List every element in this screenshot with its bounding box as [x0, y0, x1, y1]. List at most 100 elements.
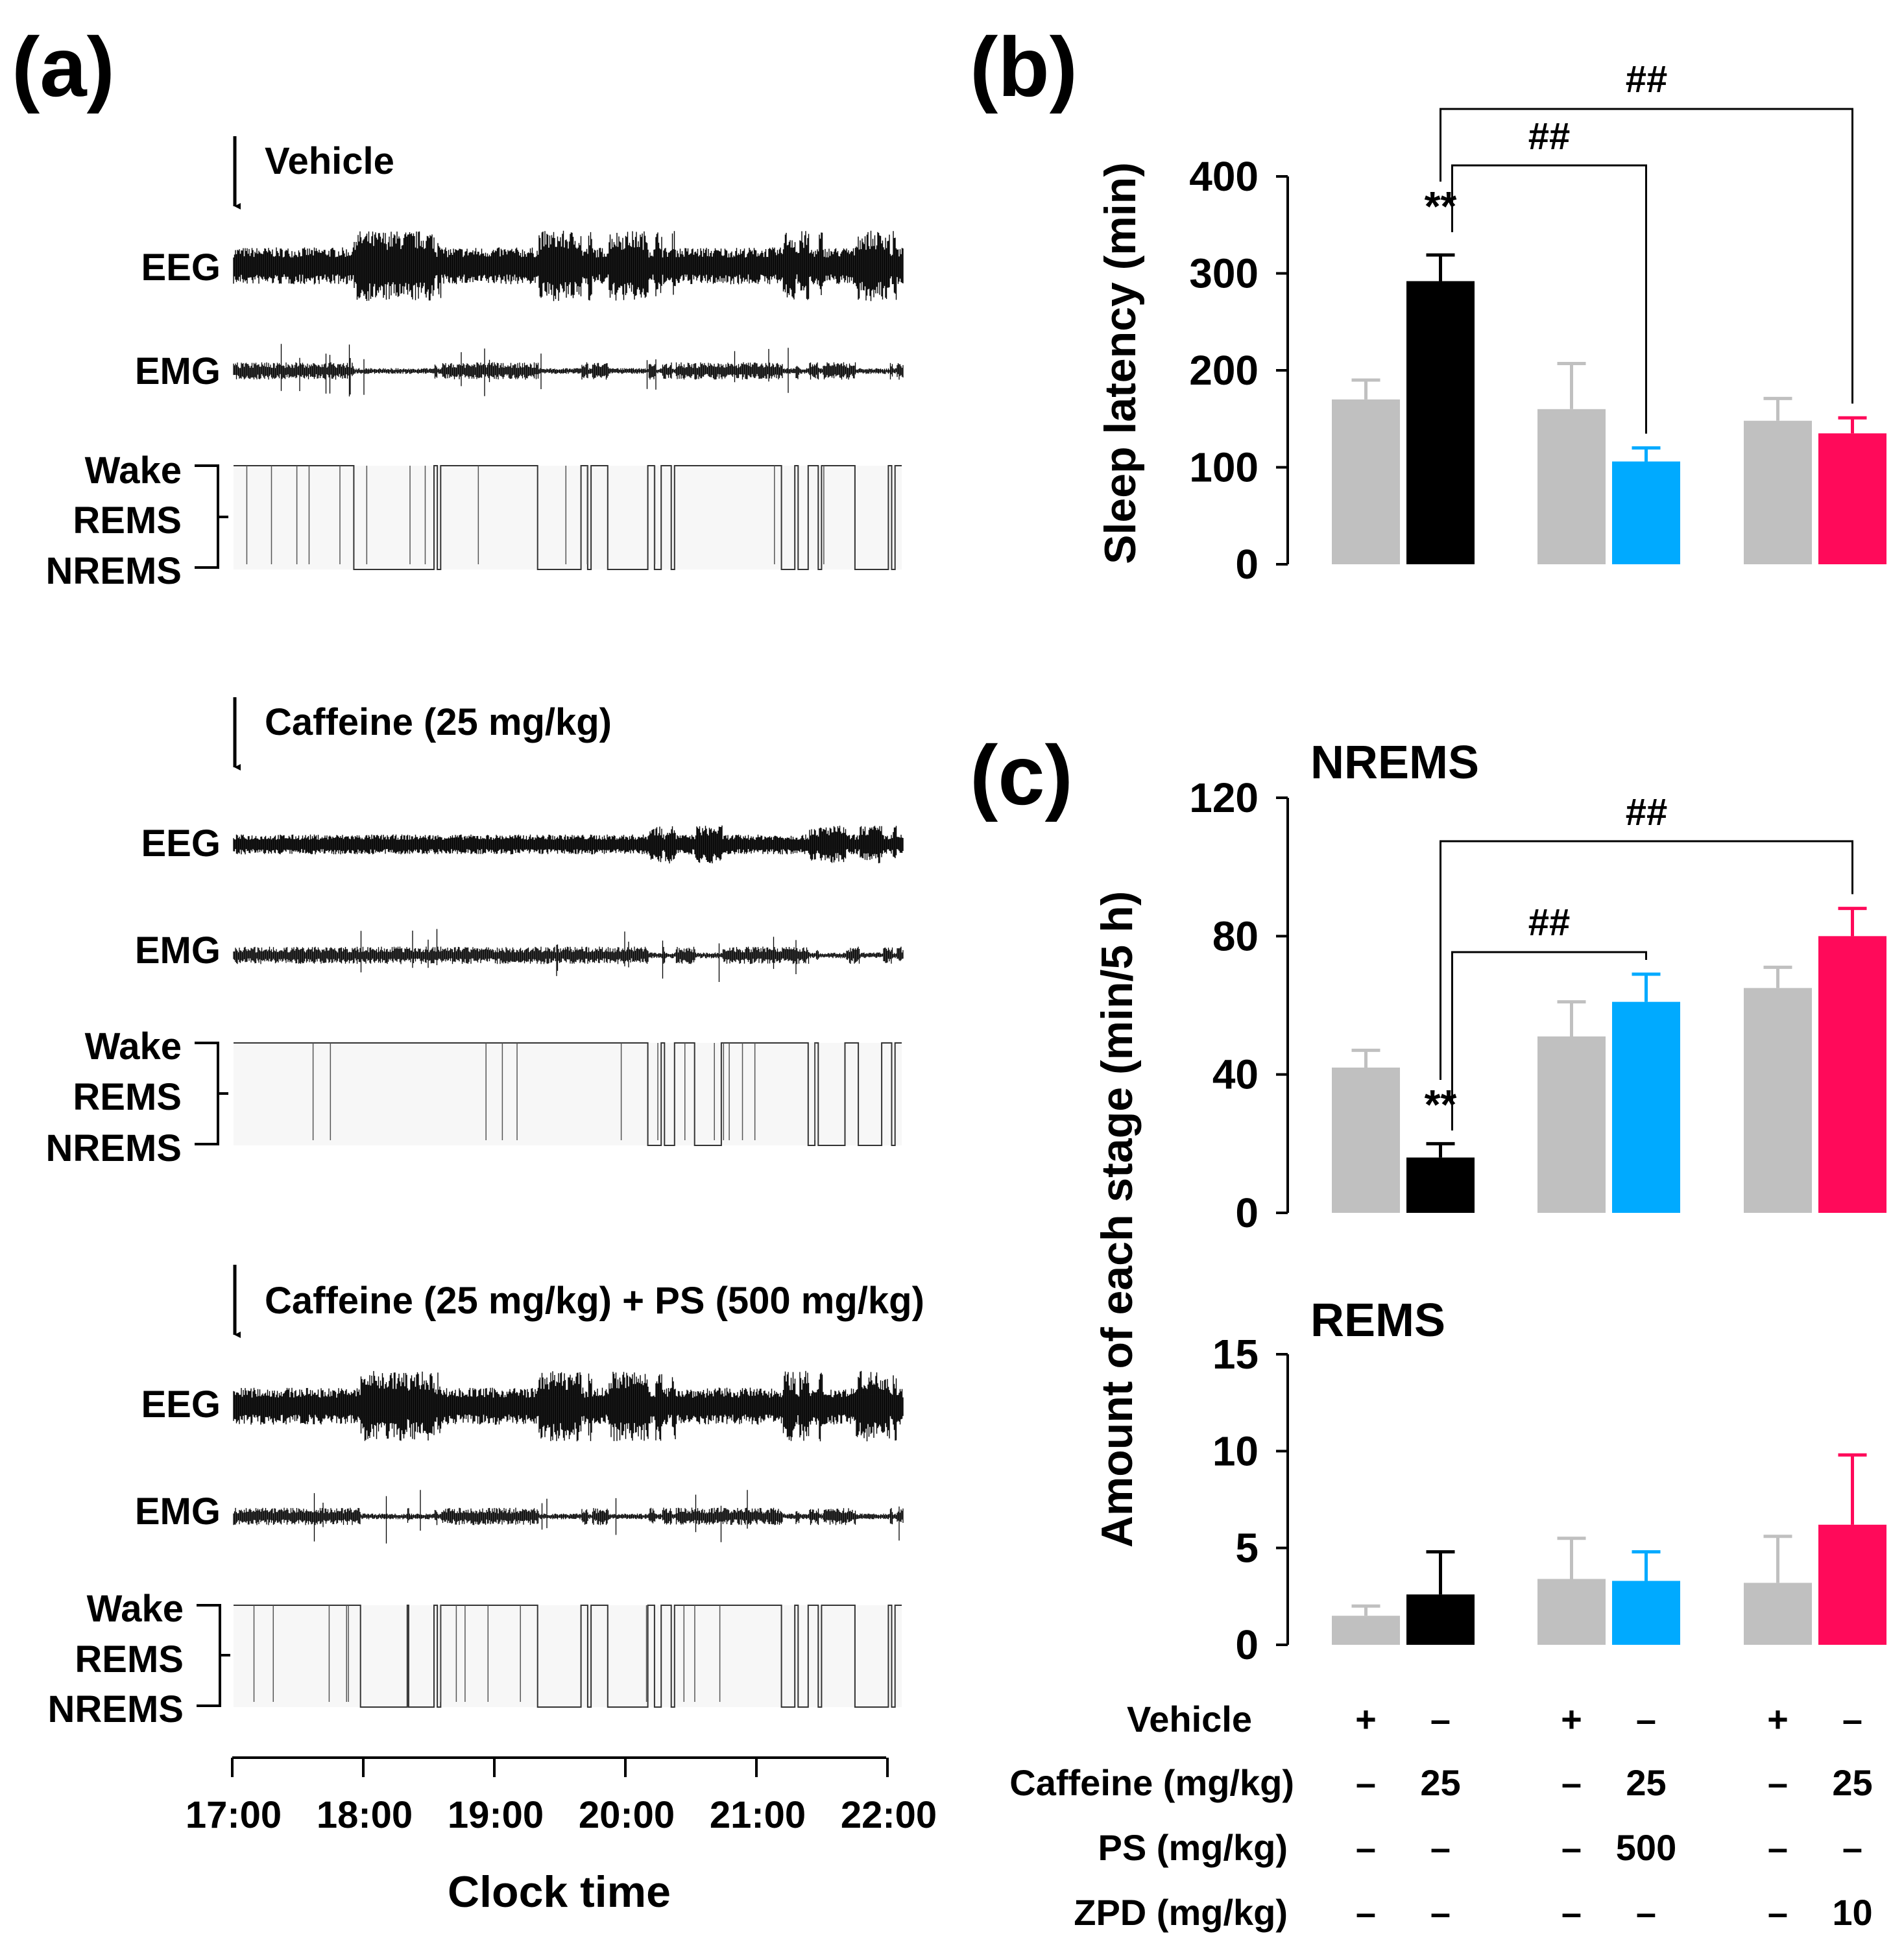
bar: [1818, 1524, 1886, 1645]
eeg-label: EEG: [141, 1383, 221, 1426]
treatment-row-label: Vehicle: [1127, 1699, 1252, 1740]
y-tick-label: 120: [1189, 774, 1259, 821]
treatment-cell: –: [1842, 1827, 1862, 1868]
treatment-cell: +: [1561, 1699, 1582, 1740]
y-tick-label: 0: [1235, 541, 1259, 588]
time-tick-label: 18:00: [317, 1794, 413, 1836]
bar: [1332, 1068, 1400, 1213]
hypnogram-background: [234, 466, 902, 569]
treatment-cell: –: [1430, 1827, 1451, 1868]
emg-label: EMG: [135, 1490, 221, 1533]
emg-trace: [233, 929, 904, 982]
emg-label: EMG: [135, 929, 221, 972]
y-tick-label: 100: [1189, 444, 1259, 491]
emg-signal: [233, 344, 904, 397]
comparison-bracket: [1451, 951, 1647, 1130]
bar: [1744, 420, 1812, 564]
time-tick-label: 21:00: [710, 1794, 806, 1836]
comparison-bracket: [1440, 108, 1853, 404]
treatment-row-label: ZPD (mg/kg): [1074, 1892, 1288, 1933]
time-tick-label: 19:00: [448, 1794, 544, 1836]
y-tick-label: 5: [1235, 1525, 1259, 1572]
stage-label-wake: Wake: [85, 1025, 182, 1068]
treatment-cell: 25: [1832, 1762, 1872, 1803]
bar: [1744, 988, 1812, 1213]
eeg-trace: [233, 230, 904, 302]
bar: [1406, 1157, 1475, 1213]
time-tick-label: 17:00: [186, 1794, 282, 1836]
emg-signal: [233, 1490, 904, 1544]
hypnogram-line: [234, 1042, 902, 1146]
y-axis-label: Sleep latency (min): [1096, 162, 1145, 564]
treatment-cell: –: [1768, 1762, 1788, 1803]
significance-hashes: ##: [1626, 58, 1668, 101]
panel-b-label: (b): [970, 19, 1078, 114]
treatment-cell: 10: [1832, 1892, 1872, 1933]
stage-label-nrems: NREMS: [46, 550, 182, 592]
hypnogram: [234, 1605, 902, 1708]
bar: [1612, 1001, 1680, 1213]
time-tick-label: 22:00: [841, 1794, 937, 1836]
treatment-cell: –: [1356, 1892, 1376, 1933]
emg-trace: [233, 344, 904, 397]
chart-title: REMS: [1310, 1295, 1445, 1346]
chart-title: NREMS: [1310, 737, 1479, 789]
stage-bracket: [195, 464, 228, 569]
panel-a: (a) Vehicle EEG EMG Wake REMS NREMS Caff…: [12, 19, 937, 1917]
stage-label-rems: REMS: [73, 499, 182, 542]
stage-label-wake: Wake: [85, 449, 182, 492]
panel-c-label: (c): [970, 728, 1073, 822]
bar: [1406, 281, 1475, 564]
emg-trace: [233, 1490, 904, 1544]
condition-title: Caffeine (25 mg/kg) + PS (500 mg/kg): [265, 1280, 924, 1322]
stage-label-rems: REMS: [75, 1638, 184, 1680]
treatment-cell: –: [1356, 1762, 1376, 1803]
y-tick-label: 400: [1189, 153, 1259, 200]
treatment-cell: –: [1636, 1892, 1656, 1933]
bar: [1612, 461, 1680, 564]
y-tick-label: 15: [1212, 1331, 1259, 1378]
y-tick-label: 80: [1212, 913, 1259, 959]
condition-caffeine-ps: Caffeine (25 mg/kg) + PS (500 mg/kg) EEG…: [48, 1265, 924, 1730]
eeg-label: EEG: [141, 822, 221, 865]
bar: [1537, 1579, 1606, 1645]
stage-bracket: [197, 1604, 230, 1707]
hypnogram-background: [234, 1043, 902, 1145]
treatment-cell: +: [1355, 1699, 1377, 1740]
condition-caffeine: Caffeine (25 mg/kg) EEG EMG Wake REMS NR…: [46, 697, 904, 1169]
y-tick-label: 0: [1235, 1190, 1259, 1236]
panel-a-label: (a): [12, 19, 115, 114]
bar: [1332, 1616, 1400, 1645]
stage-bracket: [195, 1042, 228, 1145]
hypnogram-background: [234, 1605, 902, 1707]
significance-hashes: ##: [1626, 791, 1668, 833]
bar: [1818, 936, 1886, 1213]
treatment-cell: –: [1561, 1762, 1582, 1803]
stage-label-nrems: NREMS: [46, 1127, 182, 1169]
treatment-cell: 25: [1420, 1762, 1460, 1803]
eeg-label: EEG: [141, 246, 221, 289]
treatment-cell: –: [1636, 1699, 1656, 1740]
treatment-cell: –: [1561, 1827, 1582, 1868]
y-tick-label: 300: [1189, 250, 1259, 297]
comparison-bracket: [1451, 164, 1647, 434]
condition-title: Caffeine (25 mg/kg): [265, 701, 612, 743]
bar: [1406, 1594, 1475, 1645]
treatment-cell: –: [1768, 1892, 1788, 1933]
treatment-row-label: Caffeine (mg/kg): [1009, 1762, 1294, 1803]
bar: [1332, 399, 1400, 564]
treatment-cell: –: [1561, 1892, 1582, 1933]
hypnogram-line: [234, 465, 902, 570]
emg-label: EMG: [135, 350, 221, 392]
bar: [1612, 1581, 1680, 1645]
significance-hashes: ##: [1528, 115, 1571, 158]
treatment-cell: –: [1842, 1699, 1862, 1740]
treatment-row-label: PS (mg/kg): [1098, 1827, 1288, 1868]
bar: [1537, 409, 1606, 564]
hypnogram-line: [234, 1605, 902, 1708]
bar: [1744, 1583, 1812, 1645]
treatment-cell: –: [1356, 1827, 1376, 1868]
